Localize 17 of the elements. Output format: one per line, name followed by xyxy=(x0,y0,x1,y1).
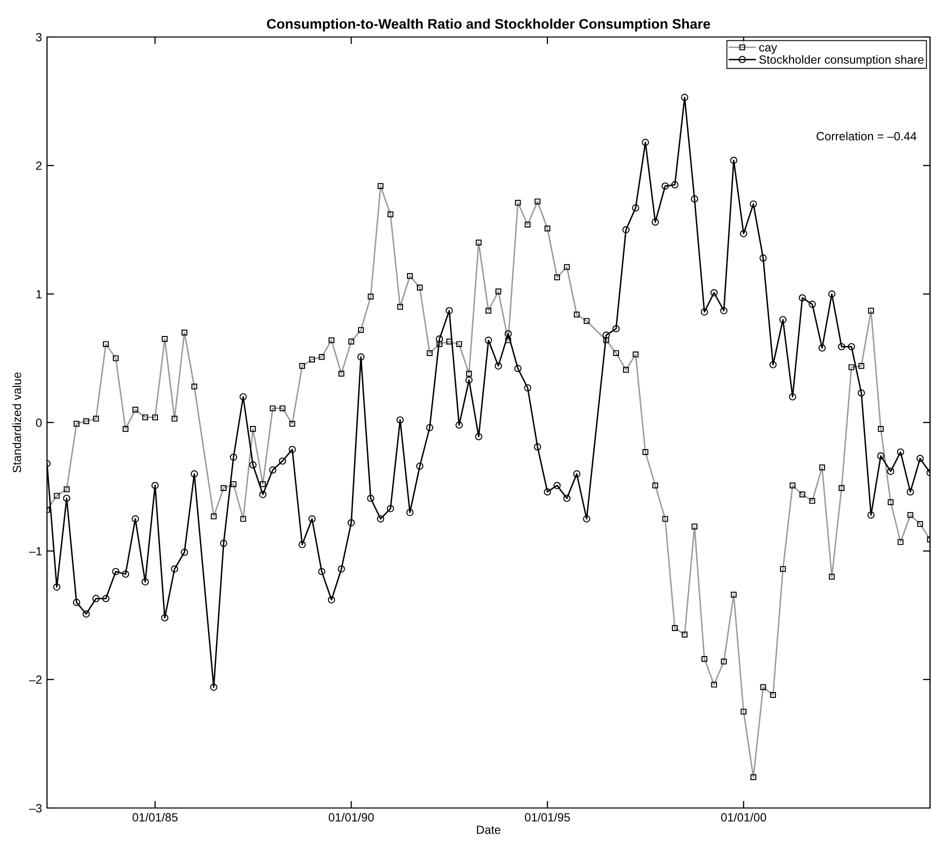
x-tick-label: 01/01/90 xyxy=(328,812,374,822)
x-tick-label: 01/01/95 xyxy=(524,812,570,822)
chart-title: Consumption-to-Wealth Ratio and Stockholder Consumption Share xyxy=(266,18,710,32)
x-axis-title: Date xyxy=(477,826,500,834)
y-tick-label: 2 xyxy=(36,162,42,170)
legend-label: Stockholder consumption share xyxy=(759,55,924,66)
y-tick-label: 1 xyxy=(36,290,42,298)
x-tick-label: 01/01/85 xyxy=(132,812,178,822)
annotation: Correlation = –0.44 xyxy=(816,132,916,140)
y-tick-label: 3 xyxy=(36,33,42,42)
legend-label: cay xyxy=(759,45,778,54)
y-tick-label: –3 xyxy=(29,804,42,812)
y-tick-label: 0 xyxy=(36,418,42,427)
y-axis-title: Standardized value xyxy=(12,372,22,472)
x-tick-label: 01/01/00 xyxy=(721,812,766,822)
y-tick-label: –2 xyxy=(29,676,42,684)
y-tick-label: –1 xyxy=(29,547,42,556)
